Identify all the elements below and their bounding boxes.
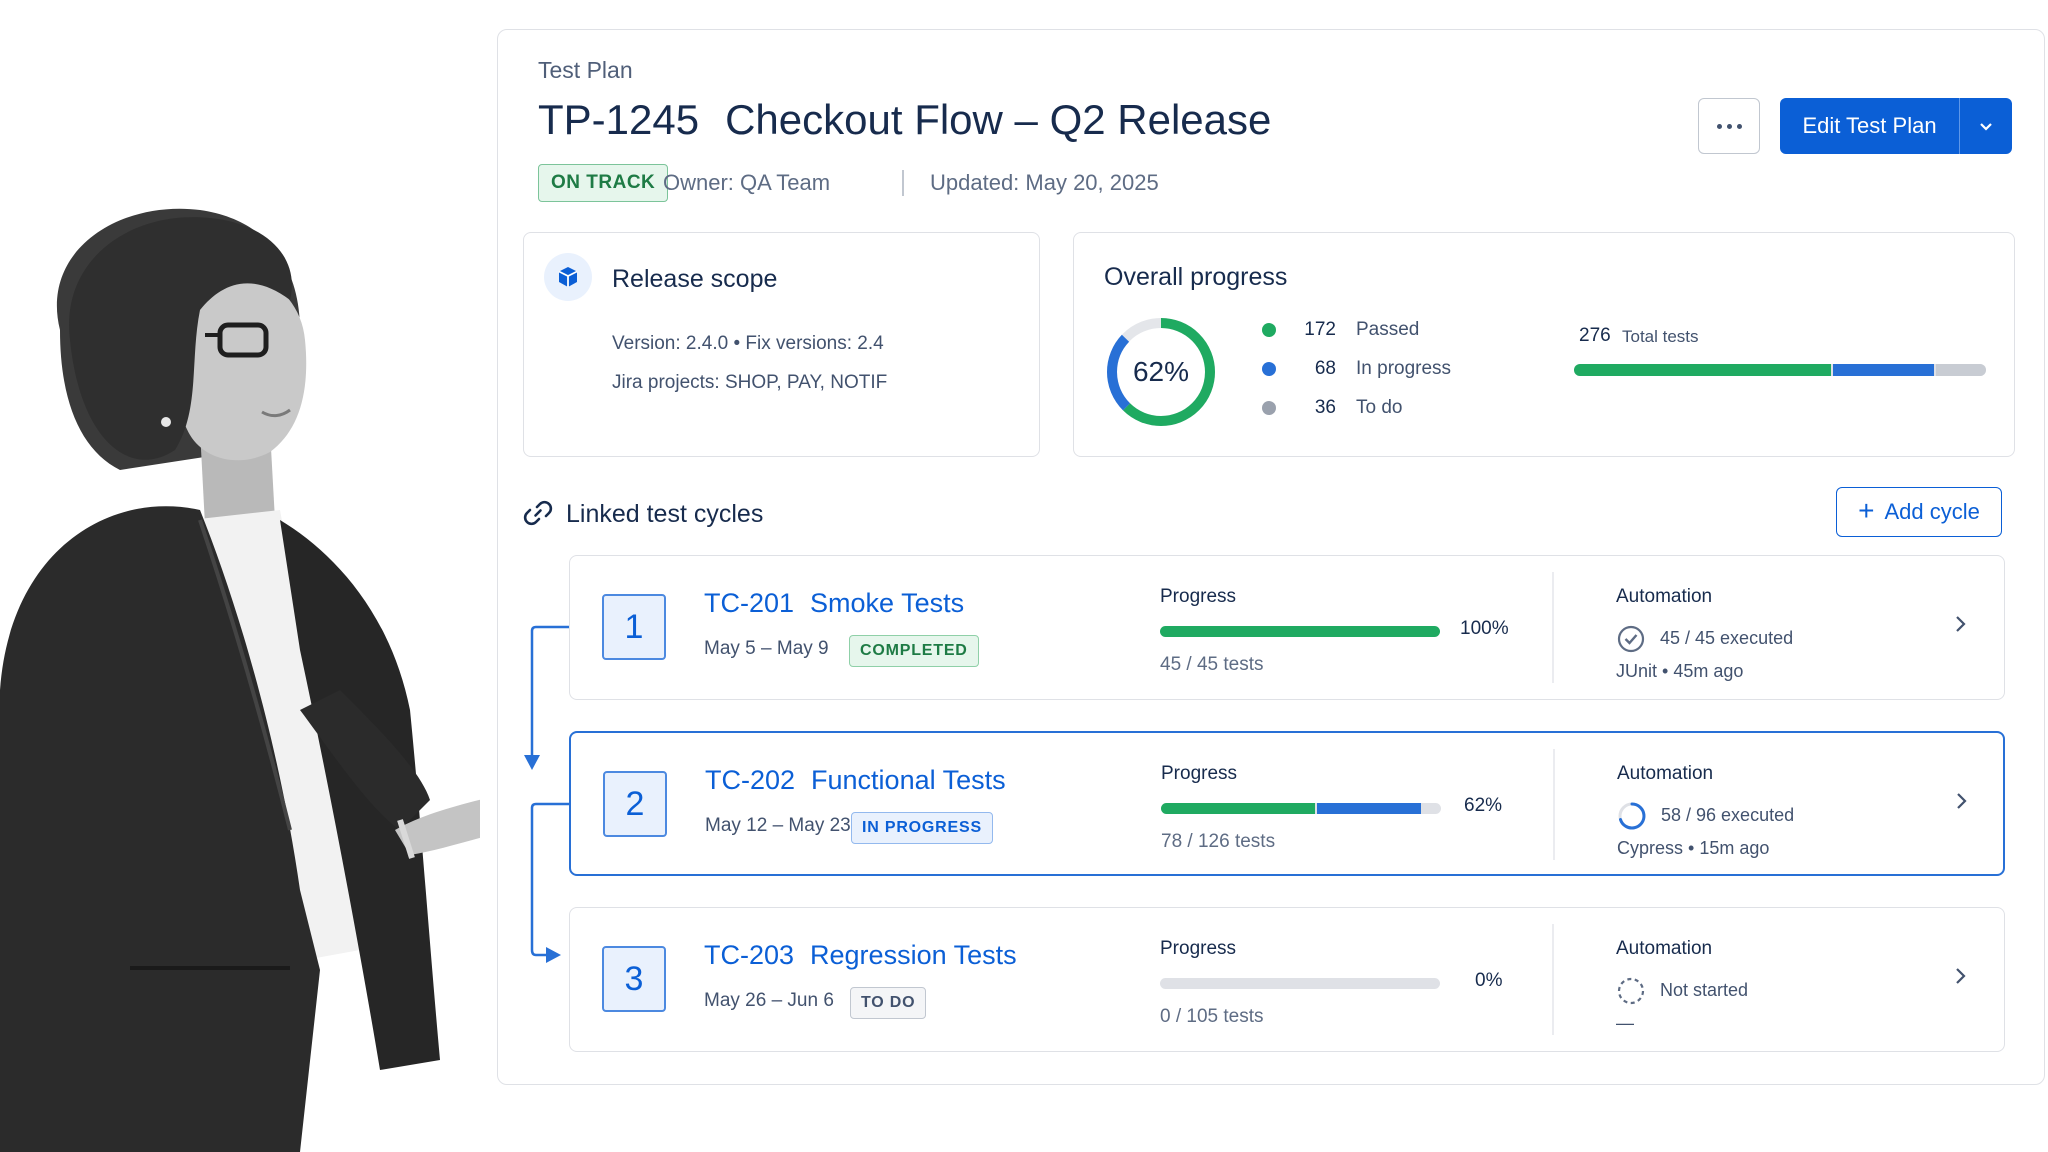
to-do-dot [1262,401,1276,415]
cycle-number: 3 [602,946,666,1012]
donut-in-progress-arc [1107,318,1215,426]
automation-source: JUnit • 45m ago [1616,661,1744,681]
plus-icon: + [1858,494,1875,526]
cycle-progress-bar [1161,803,1441,814]
cycle-test-count: 0 / 105 tests [1160,1006,1264,1027]
bar-passed-segment [1574,364,1831,376]
presenter-illustration [0,208,480,1152]
cycle-progress-bar [1160,626,1440,637]
cycle-progress-percent: 100% [1460,618,1509,639]
edit-test-plan-button[interactable]: Edit Test Plan [1780,98,2012,154]
linked-cycles-title: Linked test cycles [566,500,764,528]
total-tests-count: 276 [1579,325,1611,346]
cycle-test-count: 45 / 45 tests [1160,654,1264,675]
owner-text: Owner: QA Team [663,170,831,195]
check-circle-icon [1617,625,1645,653]
divider [1552,924,1554,1035]
chevron-down-icon[interactable] [1960,98,2012,154]
overall-progress-bar [1574,364,1986,376]
cycle-progress-percent: 0% [1475,970,1503,991]
plan-key: TP-1245 [538,96,700,143]
divider [902,170,904,196]
add-cycle-label: Add cycle [1884,499,1980,524]
to-do-count: 36 [1314,397,1336,418]
loading-spinner-icon [1618,802,1646,830]
bar-in-progress-segment [1832,364,1935,376]
cycle-dates: May 26 – Jun 6 [704,990,834,1011]
cycle-row-tc-202[interactable]: 2 TC-202 Functional Tests May 12 – May 23… [569,731,2005,876]
cycle-status-badge: IN PROGRESS [851,812,993,844]
link-icon [523,500,553,526]
automation-executed: Not started [1660,980,1749,1000]
bar-passed-fill [1160,626,1440,637]
release-scope-panel: Release scope Version: 2.4.0 • Fix versi… [523,232,1040,457]
bar-to-do-segment [1936,364,1986,376]
automation-label: Automation [1616,586,1713,607]
version-line: Version: 2.4.0 • Fix versions: 2.4 [612,333,884,354]
passed-count: 172 [1304,319,1336,340]
cycle-row-tc-203[interactable]: 3 TC-203 Regression Tests May 26 – Jun 6 … [569,907,2005,1052]
cycle-number: 2 [603,771,667,837]
cycle-test-count: 78 / 126 tests [1161,831,1276,852]
cycle-title[interactable]: TC-203 Regression Tests [704,940,1017,970]
progress-label: Progress [1160,586,1237,607]
automation-source: Cypress • 15m ago [1617,838,1770,858]
overall-progress-title: Overall progress [1104,263,1288,291]
donut-passed-arc [1107,318,1215,426]
chevron-right-icon[interactable] [1949,789,1973,813]
package-icon [544,253,592,301]
cycle-status-badge: TO DO [850,987,927,1019]
automation-executed: 45 / 45 executed [1660,628,1794,648]
plan-name: Checkout Flow – Q2 Release [725,96,1272,143]
breadcrumb: Test Plan [538,57,633,83]
legend-in-progress: 68 In progress [1262,354,1451,384]
total-tests-label: Total tests [1622,327,1699,346]
cycle-progress-percent: 62% [1464,795,1503,816]
cycle-row-tc-201[interactable]: 1 TC-201 Smoke Tests May 5 – May 9 COMPLE… [569,555,2005,700]
in-progress-count: 68 [1314,358,1336,379]
cycle-title[interactable]: TC-201 Smoke Tests [704,588,965,618]
dashed-circle-icon [1617,977,1645,1005]
automation-source: — [1616,1013,1634,1033]
cycle-number: 1 [602,594,666,660]
updated-text: Updated: May 20, 2025 [930,170,1159,195]
progress-label: Progress [1160,938,1237,959]
automation-executed: 58 / 96 executed [1661,805,1795,825]
cycle-status-badge: COMPLETED [849,635,979,667]
passed-label: Passed [1356,319,1420,340]
divider [1552,572,1554,683]
in-progress-dot [1262,362,1276,376]
in-progress-label: In progress [1356,358,1452,379]
test-plan-card: Test Plan TP-1245 Checkout Flow – Q2 Rele… [497,29,2045,1085]
automation-label: Automation [1617,763,1714,784]
cycle-progress-bar [1160,978,1440,989]
status-badge: ON TRACK [538,164,669,202]
chevron-right-icon[interactable] [1948,964,1972,988]
progress-label: Progress [1161,763,1238,784]
cycle-dates: May 5 – May 9 [704,638,829,659]
legend-to-do: 36 To do [1262,393,1402,423]
donut-percent: 62% [1133,356,1189,387]
more-actions-button[interactable] [1698,98,1760,154]
cycle-dates: May 12 – May 23 [705,815,851,836]
projects-line: Jira projects: SHOP, PAY, NOTIF [612,372,888,393]
release-scope-title: Release scope [612,265,778,293]
page-title: TP-1245 Checkout Flow – Q2 Release [538,96,1271,144]
overall-progress-panel: Overall progress 62% 172 Passed 68 In pr… [1073,232,2015,457]
automation-label: Automation [1616,938,1713,959]
passed-dot [1262,323,1276,337]
edit-test-plan-label[interactable]: Edit Test Plan [1780,98,1960,154]
legend-passed: 172 Passed [1262,315,1419,345]
bar-in-progress-fill [1317,803,1421,814]
more-icon [1716,123,1722,129]
add-cycle-button[interactable]: + Add cycle [1836,487,2002,537]
divider [1553,749,1555,860]
chevron-right-icon[interactable] [1948,612,1972,636]
progress-donut: 62% [1107,318,1215,426]
cycle-title[interactable]: TC-202 Functional Tests [705,765,1006,795]
to-do-label: To do [1356,397,1403,418]
bar-passed-fill [1161,803,1315,814]
